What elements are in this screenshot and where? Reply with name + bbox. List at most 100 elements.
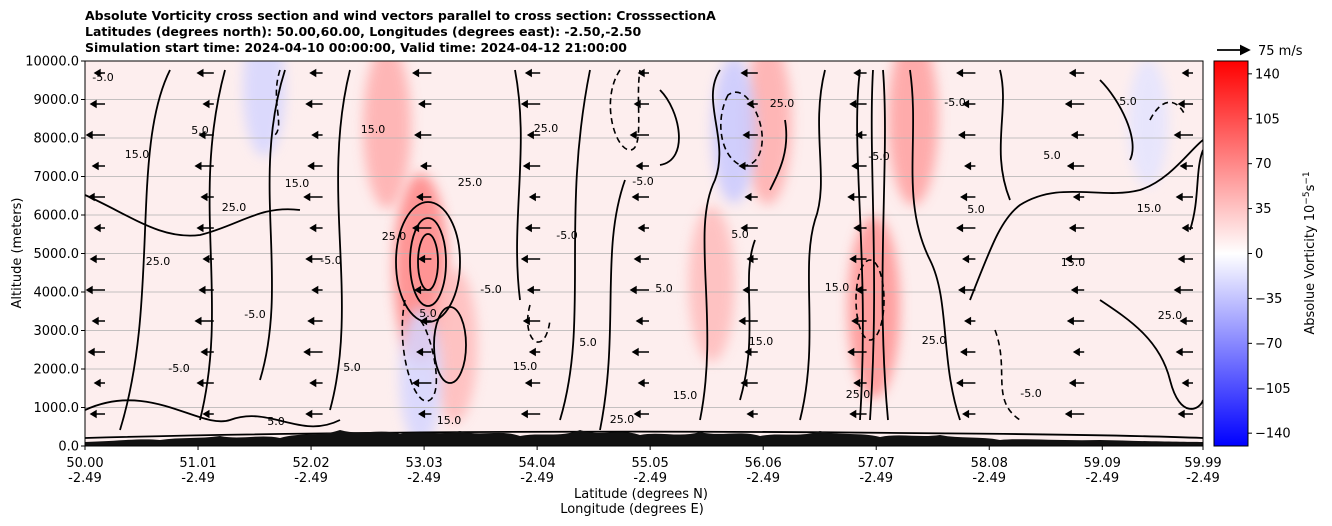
contour-label: -5.0 — [168, 362, 189, 375]
wind-vector — [1181, 223, 1193, 233]
wind-vector — [1068, 378, 1085, 388]
y-tick-label: 0.0 — [58, 440, 79, 455]
contour-label: -5.0 — [1020, 387, 1041, 400]
colorbar-tick-label: 105 — [1255, 112, 1280, 127]
wind-vector — [528, 347, 541, 357]
contour-label: 15.0 — [361, 123, 386, 136]
wind-vector — [1175, 192, 1193, 202]
colorbar-tick-label: 70 — [1255, 157, 1272, 172]
terrain — [85, 430, 1203, 446]
vorticity-positive-core — [431, 268, 478, 424]
x-tick-label-lat: 52.02 — [292, 456, 329, 471]
wind-vector — [305, 409, 323, 419]
wind-vector — [194, 316, 214, 326]
contour-line — [274, 69, 281, 136]
wind-vector — [305, 99, 323, 109]
x-tick-label-lat: 58.08 — [971, 456, 1008, 471]
contour-label: -5.0 — [244, 308, 265, 321]
wind-vector — [853, 223, 867, 233]
x-tick-label-lon: -2.49 — [746, 471, 780, 486]
contour-line — [514, 69, 522, 301]
contour-line — [1099, 299, 1203, 410]
wind-vector — [91, 161, 105, 171]
wind-vector — [633, 99, 649, 109]
wind-vector — [522, 161, 541, 171]
wind-vector — [93, 68, 105, 78]
colorbar-label-unit: s — [1303, 184, 1318, 191]
wind-vector — [307, 316, 323, 326]
y-tick-label: 9000.0 — [34, 93, 80, 108]
wind-vector — [847, 347, 867, 357]
wind-vector — [309, 223, 323, 233]
wind-vector — [1064, 409, 1085, 419]
contour-line — [659, 89, 680, 166]
wind-vector — [196, 68, 214, 78]
contour-label: 5.0 — [655, 282, 673, 295]
x-tick-label-lat: 55.05 — [632, 456, 669, 471]
contour-line — [999, 69, 1011, 201]
wind-vector — [418, 254, 432, 264]
wind-vector — [738, 316, 758, 326]
y-tick-label: 8000.0 — [34, 132, 80, 147]
contour-line — [969, 139, 1203, 301]
wind-vector — [637, 378, 649, 388]
wind-vector — [962, 254, 976, 264]
wind-vector — [416, 192, 432, 202]
contour-line — [739, 239, 756, 401]
wind-vector — [1068, 223, 1085, 233]
contour-label: 25.0 — [770, 97, 795, 110]
chart-title-line-3: Simulation start time: 2024-04-10 00:00:… — [85, 40, 627, 55]
contour-line — [909, 69, 961, 421]
colorbar-label-base: Absolue Vorticity 10 — [1303, 205, 1318, 335]
contour-line — [1149, 101, 1186, 121]
x-axis: 50.00-2.4951.01-2.4952.02-2.4953.03-2.49… — [66, 446, 1222, 486]
contour-line — [769, 119, 788, 191]
wind-vector — [1070, 285, 1085, 295]
contour-line — [559, 69, 591, 421]
contour-label: 5.0 — [343, 361, 361, 374]
contour-line — [799, 69, 826, 421]
x-tick-label-lon: -2.49 — [633, 471, 667, 486]
wind-vector — [305, 254, 323, 264]
contour-label: 25.0 — [534, 122, 559, 135]
wind-vector — [198, 130, 214, 140]
wind-vector — [851, 316, 867, 326]
wind-vector — [1068, 68, 1085, 78]
wind-vector — [524, 223, 541, 233]
wind-vector — [93, 378, 105, 388]
colorbar-tick-label: 0 — [1255, 247, 1263, 262]
wind-vector — [202, 409, 214, 419]
wind-vector — [520, 99, 541, 109]
wind-vector — [420, 316, 432, 326]
wind-vector — [635, 161, 649, 171]
wind-vector — [1179, 316, 1193, 326]
wind-vector — [412, 223, 432, 233]
contour-label: 15.0 — [749, 335, 774, 348]
vorticity-negative-core — [1128, 61, 1169, 187]
contour-label: -5.0 — [320, 254, 341, 267]
contour-line — [119, 69, 171, 431]
wind-vector — [853, 378, 867, 388]
contour-label: 5.0 — [1119, 95, 1137, 108]
wind-vector — [1181, 68, 1193, 78]
contour-label: -5.0 — [868, 150, 889, 163]
contour-label: 25.0 — [846, 388, 871, 401]
contour-line — [199, 69, 226, 421]
wind-vector — [307, 161, 323, 171]
wind-vector — [742, 130, 758, 140]
y-tick-label: 6000.0 — [34, 209, 80, 224]
wind-vector — [200, 192, 214, 202]
wind-vector — [960, 347, 976, 357]
wind-vector — [524, 378, 541, 388]
wind-vector — [1177, 254, 1193, 264]
y-tick-label: 7000.0 — [34, 170, 80, 185]
wind-vector — [1181, 378, 1193, 388]
wind-vector — [202, 254, 214, 264]
wind-vector — [1072, 347, 1085, 357]
x-axis-label-latitude: Latitude (degrees N) — [574, 487, 708, 502]
contour-label: -5.0 — [480, 283, 501, 296]
wind-vector — [633, 409, 649, 419]
wind-vector — [412, 378, 432, 388]
wind-vector — [958, 130, 976, 140]
wind-vector — [91, 316, 105, 326]
